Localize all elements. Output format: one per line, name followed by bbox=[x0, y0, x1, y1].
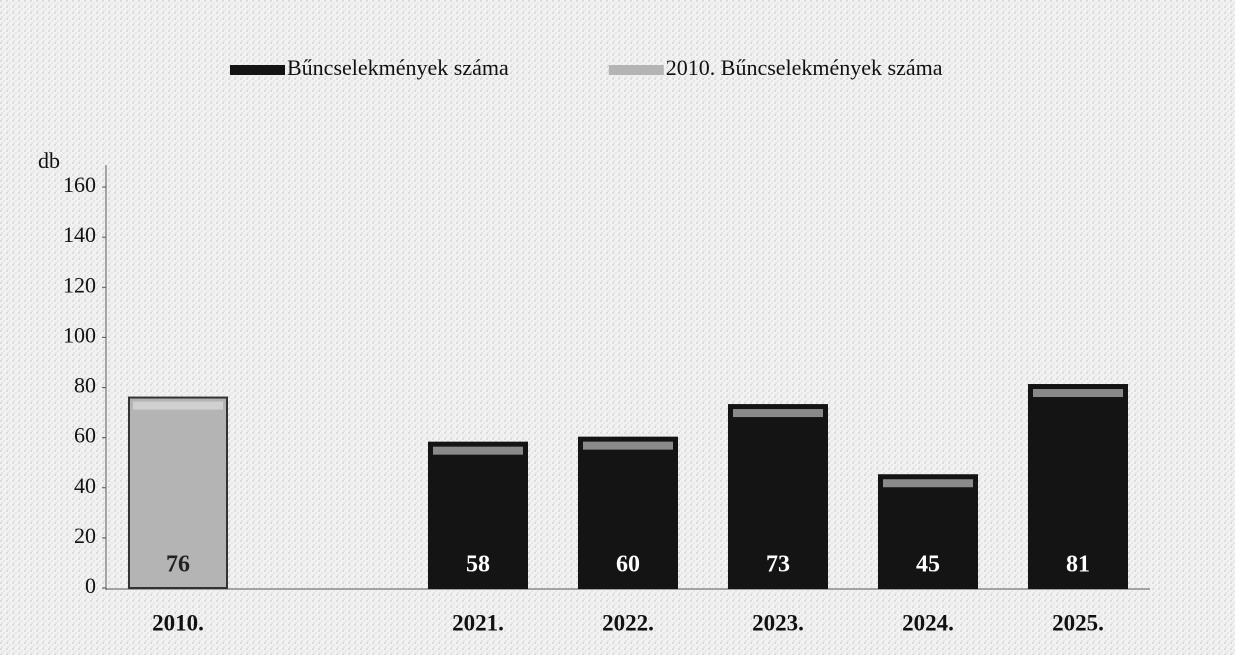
y-tick-label: 80 bbox=[74, 373, 96, 398]
x-tick-label: 2025. bbox=[1052, 610, 1104, 635]
value-label: 60 bbox=[616, 552, 640, 578]
value-label: 58 bbox=[466, 552, 490, 578]
legend-label: Bűncselekmények száma bbox=[287, 55, 509, 80]
value-label: 76 bbox=[166, 552, 190, 578]
bar-top bbox=[583, 441, 673, 450]
x-tick-label: 2023. bbox=[752, 610, 804, 635]
y-tick-label: 140 bbox=[63, 222, 96, 247]
bar bbox=[428, 441, 528, 589]
x-tick-label: 2010. bbox=[152, 610, 204, 635]
y-tick-label: 20 bbox=[74, 523, 96, 548]
x-tick-label: 2021. bbox=[452, 610, 504, 635]
x-tick-label: 2024. bbox=[902, 610, 954, 635]
legend-swatch bbox=[608, 65, 664, 75]
bar-top bbox=[733, 409, 823, 418]
x-tick-label: 2022. bbox=[602, 610, 654, 635]
bar bbox=[728, 404, 828, 589]
y-tick-label: 0 bbox=[85, 573, 96, 598]
bar-top bbox=[1033, 389, 1123, 398]
bar-top bbox=[133, 401, 223, 410]
y-tick-label: 60 bbox=[74, 423, 96, 448]
bar-top bbox=[883, 479, 973, 488]
bar bbox=[878, 474, 978, 589]
y-tick-label: 40 bbox=[74, 473, 96, 498]
y-axis-label: db bbox=[38, 148, 60, 173]
y-tick-label: 100 bbox=[63, 322, 96, 347]
y-tick-label: 120 bbox=[63, 272, 96, 297]
legend-swatch bbox=[230, 65, 285, 75]
bar bbox=[578, 436, 678, 589]
legend-label: 2010. Bűncselekmények száma bbox=[666, 55, 943, 80]
bar-top bbox=[433, 446, 523, 455]
value-label: 81 bbox=[1066, 552, 1090, 578]
bar bbox=[128, 396, 228, 589]
value-label: 73 bbox=[766, 552, 790, 578]
y-tick-label: 160 bbox=[63, 172, 96, 197]
value-label: 45 bbox=[916, 552, 940, 578]
bar bbox=[1028, 384, 1128, 589]
